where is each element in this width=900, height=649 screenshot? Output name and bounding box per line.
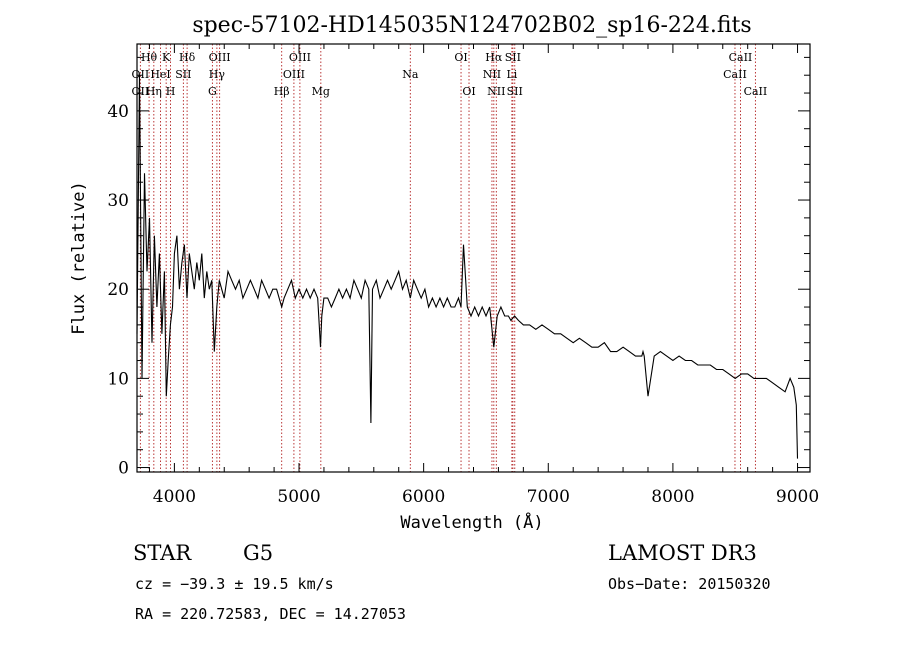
spectral-line-label: OI bbox=[462, 85, 475, 98]
y-tick-label: 10 bbox=[107, 369, 129, 389]
spectral-line-label: HeI bbox=[150, 68, 170, 81]
spectral-line-label: NII bbox=[487, 85, 505, 98]
spectral-line-label: OI bbox=[454, 51, 467, 64]
x-tick-label: 6000 bbox=[402, 487, 445, 507]
spectral-line-label: Hθ bbox=[141, 51, 158, 64]
x-tick-label: 4000 bbox=[153, 487, 196, 507]
spectral-line-label: H bbox=[166, 85, 176, 98]
spectral-line-label: SII bbox=[505, 51, 521, 64]
survey-name: LAMOST DR3 bbox=[608, 541, 757, 565]
x-tick-label: 7000 bbox=[527, 487, 570, 507]
spectral-line-label: Hη bbox=[146, 85, 162, 98]
spectral-line-label: OIII bbox=[209, 51, 231, 64]
spectral-line-label: OIII bbox=[283, 68, 305, 81]
spectral-line-label: Hδ bbox=[179, 51, 196, 64]
y-axis-ticks: 0 10 20 30 40 bbox=[107, 56, 810, 479]
spectral-line-label: K bbox=[162, 51, 171, 64]
y-tick-label: 40 bbox=[107, 102, 129, 122]
redshift-text: cz = −39.3 ± 19.5 km/s bbox=[135, 575, 334, 593]
y-tick-label: 30 bbox=[107, 191, 129, 211]
x-axis-ticks: 4000 5000 6000 7000 8000 9000 bbox=[148, 44, 819, 507]
spectral-line-label: SII bbox=[175, 68, 191, 81]
spectral-line-markers bbox=[139, 44, 756, 472]
object-subclass: G5 bbox=[243, 541, 273, 565]
spectral-line-label: NII bbox=[483, 68, 501, 81]
y-tick-label: 20 bbox=[107, 280, 129, 300]
plot-frame bbox=[136, 43, 811, 473]
spectral-line-label: OII bbox=[132, 85, 150, 98]
x-tick-label: 5000 bbox=[277, 487, 320, 507]
chart-title: spec-57102-HD145035N124702B02_sp16-224.f… bbox=[192, 13, 751, 38]
spectral-line-label: G bbox=[208, 85, 217, 98]
x-tick-label: 8000 bbox=[651, 487, 694, 507]
object-type: STAR bbox=[133, 541, 192, 565]
spectral-line-label: CaII bbox=[723, 68, 747, 81]
x-axis-label: Wavelength (Å) bbox=[400, 511, 543, 533]
spectral-line-label: Mg bbox=[312, 85, 330, 98]
spectral-line-label: Na bbox=[402, 68, 419, 81]
spectral-line-label: Hγ bbox=[209, 68, 226, 81]
y-axis-label: Flux (relative) bbox=[69, 181, 89, 335]
spectral-line-label: OII bbox=[132, 68, 150, 81]
spectral-line-label: OIII bbox=[289, 51, 311, 64]
spectral-line-label: Hα bbox=[485, 51, 503, 64]
spectral-line-label: CaII bbox=[729, 51, 753, 64]
spectral-line-label: Hβ bbox=[274, 85, 290, 98]
x-tick-label: 9000 bbox=[776, 487, 819, 507]
spectrum-series-line bbox=[136, 75, 799, 459]
spectral-line-label: CaII bbox=[744, 85, 768, 98]
obs-date-text: Obs−Date: 20150320 bbox=[608, 575, 771, 593]
y-tick-label: 0 bbox=[118, 459, 129, 479]
coordinates-text: RA = 220.72583, DEC = 14.27053 bbox=[135, 605, 406, 623]
spectral-line-label: Li bbox=[506, 68, 517, 81]
spectral-line-label: SII bbox=[507, 85, 523, 98]
